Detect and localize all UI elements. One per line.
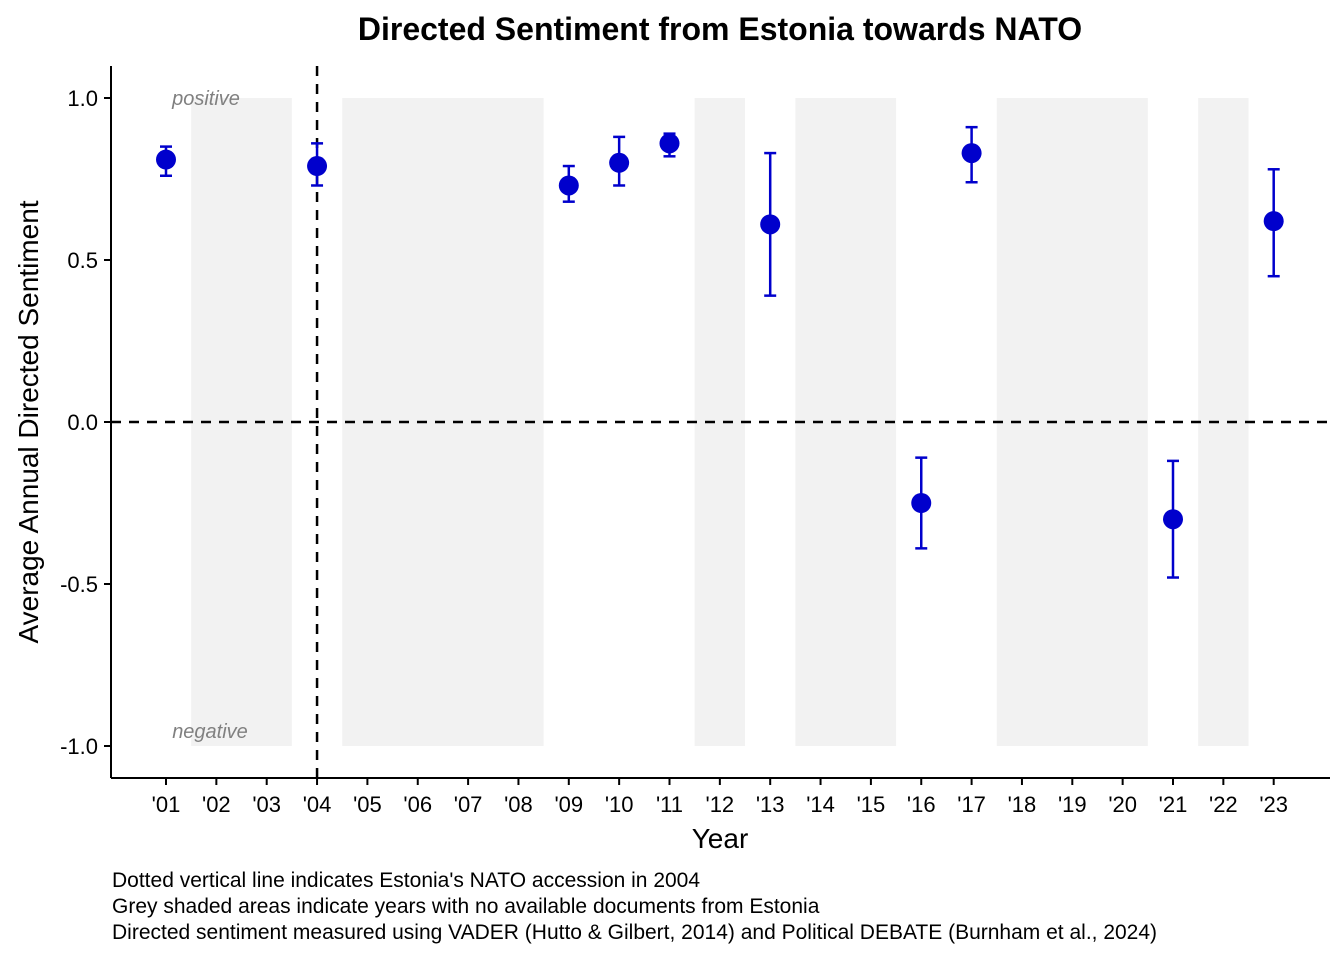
data-point: [659, 133, 680, 154]
no-data-shade: [1198, 98, 1249, 746]
x-axis-title: Year: [692, 823, 749, 854]
y-tick-label: -0.5: [60, 572, 98, 597]
x-tick-label: '13: [756, 792, 785, 817]
x-tick-label: '16: [907, 792, 936, 817]
y-tick-label: 1.0: [67, 86, 98, 111]
chart-title: Directed Sentiment from Estonia towards …: [358, 11, 1082, 47]
data-point: [1163, 509, 1183, 530]
x-tick-label: '12: [706, 792, 735, 817]
x-tick-label: '14: [806, 792, 835, 817]
reference-lines: [111, 66, 1330, 778]
y-tick-label: 0.5: [67, 248, 98, 273]
y-tick-label: -1.0: [60, 734, 98, 759]
x-tick-label: '01: [152, 792, 181, 817]
caption-line-3: Directed sentiment measured using VADER …: [112, 921, 1158, 944]
x-tick-label: '04: [303, 792, 332, 817]
data-point: [961, 143, 982, 164]
x-tick-label: '17: [957, 792, 986, 817]
data-point: [609, 152, 630, 173]
annotation-negative: negative: [172, 721, 248, 743]
x-tick-label: '07: [454, 792, 483, 817]
caption: Dotted vertical line indicates Estonia's…: [112, 868, 1157, 946]
data-point: [307, 156, 328, 177]
ticks: 1.0 0.5 0.0 -0.5 -1.0 '01 '02 '03 '04 '05 '06 '07 '0…: [60, 86, 1288, 817]
data-point: [911, 493, 932, 513]
x-tick-label: '23: [1259, 792, 1288, 817]
x-tick-label: '03: [252, 792, 281, 817]
x-tick-label: '09: [554, 792, 583, 817]
x-tick-label: '15: [857, 792, 886, 817]
x-tick-label: '18: [1008, 792, 1037, 817]
data-point: [558, 175, 579, 196]
no-data-shade: [795, 98, 897, 746]
caption-line-2: Grey shaded areas indicate years with no…: [112, 895, 820, 918]
x-tick-label: '21: [1159, 792, 1188, 817]
no-data-shade: [694, 98, 746, 746]
y-axis-title: Average Annual Directed Sentiment: [13, 200, 44, 643]
data-point: [760, 214, 781, 235]
x-tick-label: '22: [1209, 792, 1238, 817]
x-tick-label: '02: [202, 792, 231, 817]
y-tick-label: 0.0: [67, 410, 98, 435]
data-point: [1263, 211, 1284, 232]
data-points: [156, 125, 1284, 579]
caption-line-1: Dotted vertical line indicates Estonia's…: [112, 869, 701, 892]
data-point: [156, 149, 176, 170]
x-tick-label: '11: [656, 792, 683, 817]
x-tick-label: '19: [1058, 792, 1087, 817]
x-tick-label: '20: [1108, 792, 1137, 817]
x-tick-label: '08: [504, 792, 533, 817]
x-tick-label: '05: [353, 792, 382, 817]
x-tick-label: '06: [403, 792, 432, 817]
annotation-positive: positive: [171, 88, 240, 110]
x-tick-label: '10: [605, 792, 634, 817]
